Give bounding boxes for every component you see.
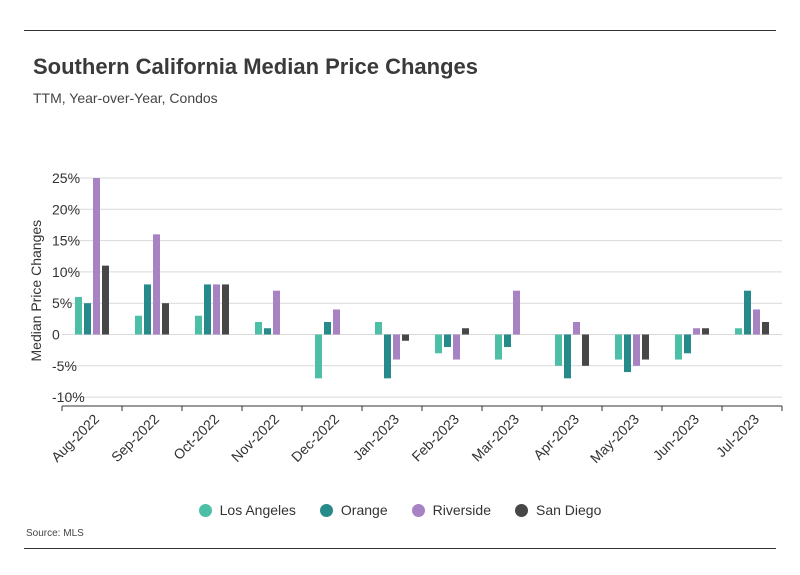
y-tick-label: 0 xyxy=(52,327,60,343)
bar-los-angeles xyxy=(375,321,382,335)
bar-riverside xyxy=(633,334,640,366)
x-tick-label: Mar-2023 xyxy=(468,411,522,465)
y-tick-label: 15% xyxy=(52,233,80,249)
legend-swatch xyxy=(411,503,425,517)
bar-los-angeles xyxy=(615,334,622,360)
bar-orange xyxy=(684,334,691,354)
bar-riverside xyxy=(513,290,520,335)
bar-orange xyxy=(324,321,331,335)
bar-los-angeles xyxy=(135,315,142,335)
bar-los-angeles xyxy=(315,334,322,379)
chart-title: Southern California Median Price Changes xyxy=(33,54,478,79)
bar-riverside xyxy=(693,328,700,335)
bar-orange xyxy=(264,328,271,335)
legend-item: Los Angeles xyxy=(198,502,296,518)
x-tick-label: Apr-2023 xyxy=(530,411,582,463)
legend-swatch xyxy=(319,503,333,517)
legend-label: Los Angeles xyxy=(219,502,296,518)
bar-los-angeles xyxy=(555,334,562,366)
y-tick-label: 20% xyxy=(52,201,80,217)
bar-orange xyxy=(624,334,631,373)
bar-los-angeles xyxy=(255,321,262,335)
chart-area: 25% 20% 15% 10% 5% 0 -5% -10% Median Price Chang… xyxy=(28,170,783,466)
bar-riverside xyxy=(573,321,580,335)
top-rule xyxy=(24,30,776,31)
source-note: Source: MLS xyxy=(26,528,84,539)
legend-item: San Diego xyxy=(514,502,602,518)
x-tick-label: Jan-2023 xyxy=(350,411,403,464)
x-tick-label: Dec-2022 xyxy=(288,411,342,465)
bar-riverside xyxy=(273,290,280,335)
bar-riverside xyxy=(213,284,220,335)
bar-orange xyxy=(144,284,151,335)
x-tick-label: Aug-2022 xyxy=(48,411,102,465)
bar-riverside xyxy=(753,309,760,335)
y-tick-label: 25% xyxy=(52,170,80,186)
bar-riverside xyxy=(333,309,340,335)
bar-san-diego xyxy=(102,265,109,335)
bar-orange xyxy=(564,334,571,379)
bar-san-diego xyxy=(642,334,649,360)
bar-san-diego xyxy=(582,334,589,366)
legend-label: Riverside xyxy=(432,502,491,518)
bar-san-diego xyxy=(462,328,469,335)
chart-subtitle: TTM, Year-over-Year, Condos xyxy=(33,90,218,106)
x-tick-label: Nov-2022 xyxy=(228,411,282,465)
bar-san-diego xyxy=(402,334,409,341)
bar-san-diego xyxy=(702,328,709,335)
bar-san-diego xyxy=(162,303,169,335)
x-tick-label: Oct-2022 xyxy=(170,411,222,463)
bar-orange xyxy=(504,334,511,348)
legend-label: San Diego xyxy=(535,502,602,518)
bar-orange xyxy=(84,303,91,335)
bar-los-angeles xyxy=(735,328,742,335)
bar-los-angeles xyxy=(195,315,202,335)
bar-los-angeles xyxy=(435,334,442,354)
legend-label: Orange xyxy=(340,502,388,518)
bar-orange xyxy=(384,334,391,379)
bottom-rule xyxy=(24,548,776,549)
legend-swatch xyxy=(514,503,528,517)
legend-item: Orange xyxy=(319,502,388,518)
bar-san-diego xyxy=(762,321,769,335)
y-tick-label: -10% xyxy=(52,389,85,405)
bar-los-angeles xyxy=(675,334,682,360)
x-tick-label: Sep-2022 xyxy=(108,411,162,465)
y-tick-label: -5% xyxy=(52,358,77,374)
x-tick-label: Jul-2023 xyxy=(713,411,762,460)
bar-los-angeles xyxy=(75,296,82,335)
bar-los-angeles xyxy=(495,334,502,360)
chart-legend: Los Angeles Orange Riverside San Diego xyxy=(0,502,800,518)
bar-orange xyxy=(204,284,211,335)
bar-riverside xyxy=(153,234,160,335)
bar-riverside xyxy=(393,334,400,360)
bar-riverside xyxy=(453,334,460,360)
legend-item: Riverside xyxy=(411,502,491,518)
y-axis-label: Median Price Changes xyxy=(28,220,44,362)
x-tick-label: May-2023 xyxy=(587,411,642,466)
x-tick-label: Jun-2023 xyxy=(650,411,703,464)
bar-riverside xyxy=(93,178,100,335)
y-tick-label: 5% xyxy=(52,295,72,311)
legend-swatch xyxy=(198,503,212,517)
bar-orange xyxy=(444,334,451,348)
x-tick-label: Feb-2023 xyxy=(408,411,462,465)
bar-san-diego xyxy=(222,284,229,335)
y-tick-label: 10% xyxy=(52,264,80,280)
bar-orange xyxy=(744,290,751,335)
